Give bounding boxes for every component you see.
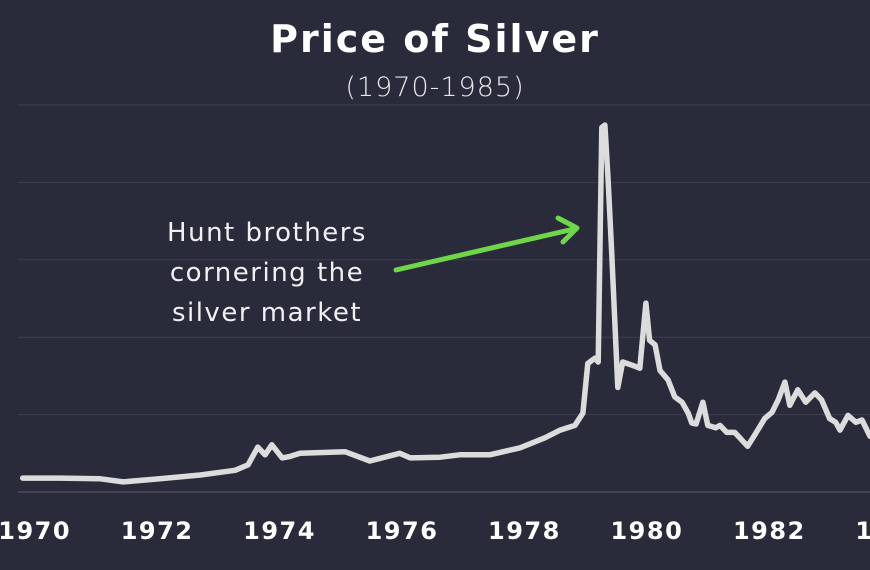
x-tick-label: 1974	[243, 517, 316, 545]
chart-subtitle: (1970-1985)	[345, 72, 524, 103]
annotation-line-2: cornering the	[170, 258, 364, 288]
x-axis-ticks: 1970 1972 1974 1976 1978 1980 1982 1984	[0, 517, 870, 545]
x-tick-label: 1978	[488, 517, 561, 545]
annotation-line-3: silver market	[172, 298, 362, 328]
x-tick-label: 1970	[0, 517, 71, 545]
arrow-shaft	[393, 226, 577, 273]
x-tick-label: 1972	[121, 517, 194, 545]
x-tick-label: 1976	[366, 517, 439, 545]
annotation-arrow	[393, 215, 580, 273]
x-tick-label: 1984	[855, 517, 870, 545]
series-line-silver-price	[19, 122, 870, 485]
x-tick-label: 1982	[733, 517, 806, 545]
x-tick-label: 1980	[610, 517, 683, 545]
arrow-head	[555, 215, 580, 245]
gridlines	[18, 104, 870, 493]
annotation-line-1: Hunt brothers	[167, 218, 367, 248]
chart-title: Price of Silver	[270, 17, 600, 61]
